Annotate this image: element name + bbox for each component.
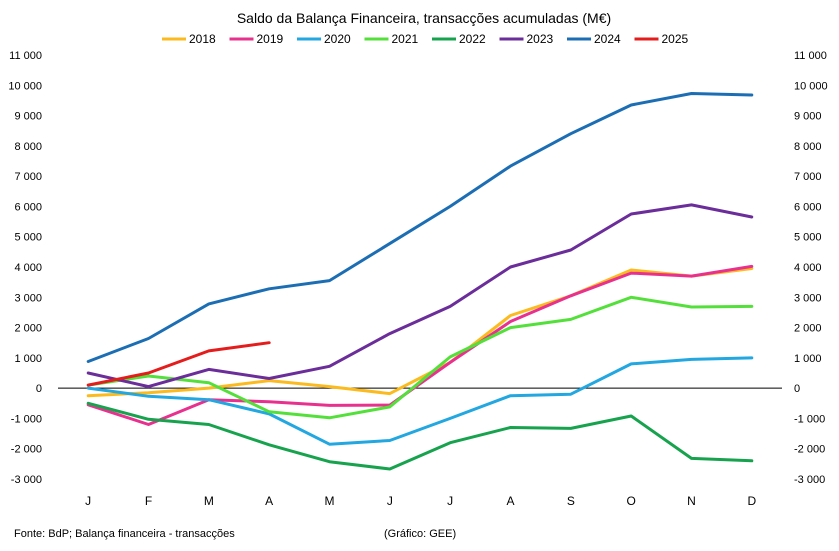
y-tick-label-left: 0 [36, 383, 42, 395]
y-tick-label-left: -1 000 [11, 413, 42, 425]
x-tick-label: M [325, 494, 335, 508]
y-tick-label-left: 3 000 [14, 292, 42, 304]
y-tick-label-left: 7 000 [14, 171, 42, 183]
legend: 2018 2019 2020 2021 2022 2023 2024 2025 [162, 32, 689, 46]
legend-label-2021: 2021 [392, 32, 419, 46]
x-tick-label: O [626, 494, 635, 508]
credit-note: (Gráfico: GEE) [384, 528, 457, 540]
series-line-2024 [86, 92, 754, 363]
legend-label-2020: 2020 [324, 32, 351, 46]
axes: -3 000 -3 000 -2 000 -2 000 -1 000 -1 000 0 0 1 … [8, 50, 827, 508]
y-tick-label-right: -1 000 [794, 413, 825, 425]
y-tick-label-right: -2 000 [794, 444, 825, 456]
y-tick-label-left: 11 000 [9, 50, 42, 62]
series-lines [86, 92, 754, 471]
series-line-2020 [86, 356, 754, 446]
y-tick-label-right: 2 000 [794, 323, 822, 335]
y-tick-label-left: -2 000 [11, 444, 42, 456]
series-line-2019 [86, 264, 754, 426]
legend-label-2018: 2018 [189, 32, 216, 46]
y-tick-label-right: 4 000 [794, 262, 822, 274]
x-tick-label: D [747, 494, 756, 508]
chart-title: Saldo da Balança Financeira, transacções… [237, 10, 611, 26]
x-tick-label: J [85, 494, 91, 508]
y-tick-label-right: -3 000 [794, 474, 825, 486]
legend-label-2022: 2022 [459, 32, 486, 46]
y-tick-label-right: 5 000 [794, 232, 822, 244]
y-tick-label-left: 6 000 [14, 201, 42, 213]
series-line-2025 [86, 341, 271, 387]
x-tick-label: M [204, 494, 214, 508]
legend-label-2024: 2024 [594, 32, 621, 46]
y-tick-label-left: 1 000 [14, 353, 42, 365]
y-tick-label-right: 3 000 [794, 292, 822, 304]
y-tick-label-right: 1 000 [794, 353, 822, 365]
y-tick-label-right: 8 000 [794, 141, 822, 153]
legend-label-2019: 2019 [257, 32, 284, 46]
legend-label-2025: 2025 [662, 32, 689, 46]
y-tick-label-left: 10 000 [8, 80, 42, 92]
legend-label-2023: 2023 [527, 32, 554, 46]
x-tick-label: S [567, 494, 575, 508]
series-line-2018 [86, 267, 754, 398]
y-tick-label-right: 6 000 [794, 201, 822, 213]
y-tick-label-left: 4 000 [14, 262, 42, 274]
y-tick-label-left: -3 000 [11, 474, 42, 486]
x-tick-label: N [687, 494, 696, 508]
source-note: Fonte: BdP; Balança financeira - transac… [14, 528, 235, 540]
series-line-2023 [86, 203, 754, 389]
y-tick-label-left: 2 000 [14, 323, 42, 335]
x-tick-label: J [387, 494, 393, 508]
y-tick-label-left: 9 000 [14, 111, 42, 123]
x-tick-label: F [145, 494, 152, 508]
series-line-2021 [86, 295, 754, 420]
y-tick-label-right: 7 000 [794, 171, 822, 183]
x-tick-label: A [506, 494, 514, 508]
series-line-2022 [86, 401, 754, 471]
x-tick-label: A [265, 494, 273, 508]
y-tick-label-left: 8 000 [14, 141, 42, 153]
y-tick-label-right: 10 000 [794, 80, 828, 92]
y-tick-label-right: 11 000 [794, 50, 827, 62]
y-tick-label-left: 5 000 [14, 232, 42, 244]
y-tick-label-right: 9 000 [794, 111, 822, 123]
y-tick-label-right: 0 [794, 383, 800, 395]
x-tick-label: J [447, 494, 453, 508]
